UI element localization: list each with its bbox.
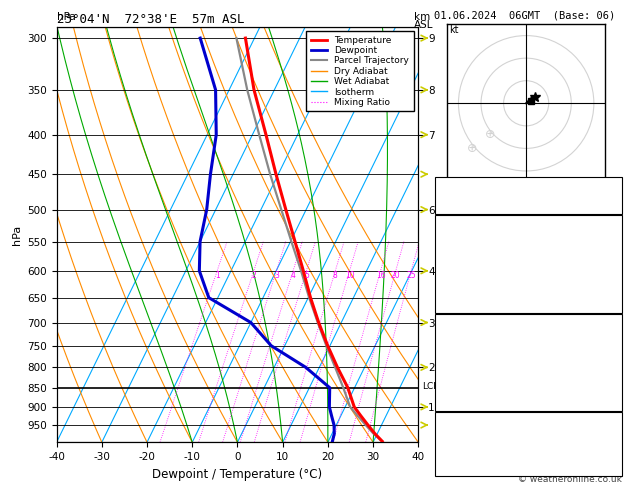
Text: 276°: 276° <box>593 453 618 463</box>
X-axis label: Dewpoint / Temperature (°C): Dewpoint / Temperature (°C) <box>152 468 323 481</box>
Text: θₑ(K): θₑ(K) <box>439 257 465 266</box>
Text: Lifted Index: Lifted Index <box>439 356 501 366</box>
Text: 10: 10 <box>345 271 354 280</box>
Text: 116: 116 <box>598 297 618 307</box>
Text: EH: EH <box>439 426 454 436</box>
Text: 16: 16 <box>376 271 386 280</box>
Text: 5: 5 <box>304 271 309 280</box>
Text: 01.06.2024  06GMT  (Base: 06): 01.06.2024 06GMT (Base: 06) <box>434 11 615 21</box>
Text: 352: 352 <box>598 257 618 266</box>
Text: StmSpd (kt): StmSpd (kt) <box>439 467 501 477</box>
Text: θₑ (K): θₑ (K) <box>439 343 468 352</box>
Text: -1: -1 <box>608 180 618 190</box>
Text: 39: 39 <box>605 370 618 380</box>
Text: -0: -0 <box>608 356 618 366</box>
Text: PW (cm): PW (cm) <box>439 207 482 217</box>
Text: 4: 4 <box>291 271 296 280</box>
Text: 28: 28 <box>605 426 618 436</box>
Text: 20: 20 <box>391 271 401 280</box>
Text: Lifted Index: Lifted Index <box>439 270 501 280</box>
Text: -0: -0 <box>608 270 618 280</box>
Text: Surface: Surface <box>509 217 548 226</box>
Text: 36: 36 <box>605 193 618 203</box>
Text: CIN (J): CIN (J) <box>439 383 471 393</box>
Text: K: K <box>439 180 446 190</box>
Text: 2.48: 2.48 <box>595 207 618 217</box>
Text: kt: kt <box>450 25 459 35</box>
Text: CAPE (J): CAPE (J) <box>439 370 481 380</box>
Text: Dewp (°C): Dewp (°C) <box>439 243 493 253</box>
Text: km: km <box>414 12 430 22</box>
Text: 2: 2 <box>252 271 256 280</box>
Text: CIN (J): CIN (J) <box>439 297 471 307</box>
Text: CAPE (J): CAPE (J) <box>439 284 481 294</box>
Text: 23°04'N  72°38'E  57m ASL: 23°04'N 72°38'E 57m ASL <box>57 13 244 26</box>
Text: Totals Totals: Totals Totals <box>439 193 502 203</box>
Text: Pressure (mb): Pressure (mb) <box>439 329 512 339</box>
Text: Most Unstable: Most Unstable <box>491 316 566 326</box>
Text: © weatheronline.co.uk: © weatheronline.co.uk <box>518 474 621 484</box>
Text: 25: 25 <box>406 271 416 280</box>
Text: 5: 5 <box>611 467 618 477</box>
Text: 8: 8 <box>333 271 338 280</box>
Text: 116: 116 <box>598 383 618 393</box>
Legend: Temperature, Dewpoint, Parcel Trajectory, Dry Adiabat, Wet Adiabat, Isotherm, Mi: Temperature, Dewpoint, Parcel Trajectory… <box>306 31 414 111</box>
Text: 997: 997 <box>598 329 618 339</box>
Y-axis label: Mixing Ratio (g/kg): Mixing Ratio (g/kg) <box>437 189 447 280</box>
Text: 39: 39 <box>605 284 618 294</box>
Text: StmDir: StmDir <box>439 453 476 463</box>
Text: Temp (°C): Temp (°C) <box>439 229 491 239</box>
Text: 352: 352 <box>598 343 618 352</box>
Text: 1: 1 <box>214 271 220 280</box>
Text: 3: 3 <box>274 271 279 280</box>
Text: SREH: SREH <box>439 440 467 450</box>
Text: Hodograph: Hodograph <box>500 414 557 423</box>
Text: hPa: hPa <box>57 12 75 22</box>
Text: 20.9: 20.9 <box>595 243 618 253</box>
Text: 14: 14 <box>605 440 618 450</box>
Text: LCL: LCL <box>422 382 438 391</box>
Text: ASL: ASL <box>414 20 433 30</box>
Text: 31.9: 31.9 <box>595 229 618 239</box>
Text: ⊕: ⊕ <box>485 128 495 141</box>
Text: ⊕: ⊕ <box>467 142 477 155</box>
Y-axis label: hPa: hPa <box>11 225 21 244</box>
